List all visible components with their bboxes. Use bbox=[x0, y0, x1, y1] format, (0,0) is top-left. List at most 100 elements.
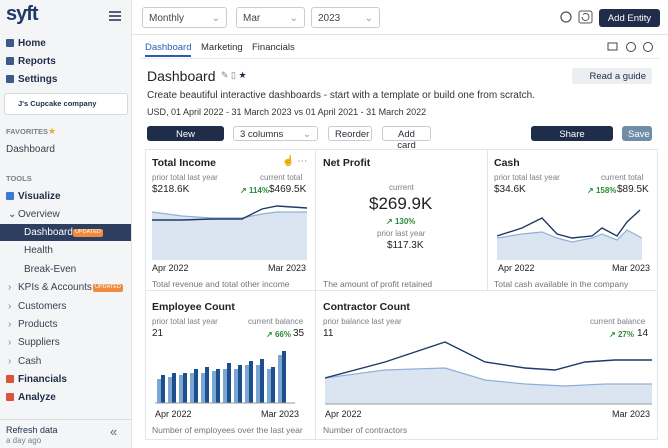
title-icons[interactable]: ✎ ▯ ★ bbox=[221, 70, 247, 80]
tree-item[interactable]: Cash bbox=[18, 356, 42, 367]
sidebar-footer bbox=[0, 419, 131, 448]
columns-select[interactable]: 3 columns ⌄ bbox=[233, 126, 318, 141]
change-text: 158% bbox=[595, 186, 617, 195]
value: 21 bbox=[152, 328, 164, 339]
tree-item-selected[interactable]: Dashboard bbox=[24, 227, 73, 238]
tree-item[interactable]: Health bbox=[24, 245, 53, 256]
select-text: 3 columns bbox=[240, 129, 284, 140]
nav-financials[interactable]: Financials bbox=[18, 374, 67, 385]
new-dashboard-button[interactable]: New dashboard bbox=[147, 126, 224, 151]
x-label: Mar 2023 bbox=[612, 409, 651, 419]
star-icon: ★ bbox=[48, 126, 57, 136]
card[interactable] bbox=[315, 290, 658, 440]
collapse-icon[interactable]: « bbox=[110, 424, 118, 439]
chevron: › bbox=[8, 356, 12, 367]
tree-item[interactable]: Break-Even bbox=[24, 264, 77, 275]
nav-home[interactable]: Home bbox=[18, 38, 46, 49]
tab-icons[interactable] bbox=[607, 41, 657, 53]
x-label: Mar 2023 bbox=[261, 409, 300, 419]
favorite-link[interactable]: Dashboard bbox=[6, 144, 55, 155]
company-name[interactable]: J's Cupcake company bbox=[18, 99, 97, 108]
value: $269.9K bbox=[369, 194, 433, 213]
nav-analyze[interactable]: Analyze bbox=[18, 392, 56, 403]
x-label: Apr 2022 bbox=[325, 409, 362, 419]
company-box[interactable] bbox=[4, 93, 128, 115]
card-footer: The amount of profit retained bbox=[323, 279, 433, 289]
card-menu[interactable]: ☝ ⋯ bbox=[282, 156, 308, 167]
select-text: 2023 bbox=[318, 13, 341, 24]
card-title: Cash bbox=[494, 157, 520, 169]
chevron: › bbox=[8, 282, 12, 293]
card-footer: Total cash available in the company bbox=[494, 279, 629, 289]
x-label: Apr 2022 bbox=[498, 263, 535, 273]
change: ↗ 114% bbox=[240, 186, 269, 195]
label: prior total last year bbox=[494, 173, 560, 182]
change-text: 130% bbox=[394, 217, 416, 226]
nav-visualize[interactable]: Visualize bbox=[18, 191, 61, 202]
sparkline bbox=[152, 205, 307, 260]
save-button[interactable]: Save bbox=[622, 126, 652, 141]
tree-item[interactable]: Customers bbox=[18, 301, 67, 312]
card-footer: Number of employees over the last year bbox=[152, 425, 303, 435]
reorder-button[interactable]: Reorder bbox=[328, 126, 372, 141]
add-entity-button[interactable]: Add Entity bbox=[599, 9, 660, 27]
tab-active[interactable]: Dashboard bbox=[145, 42, 192, 53]
toolbar-icons[interactable] bbox=[559, 10, 595, 24]
year-select[interactable]: 2023 ⌄ bbox=[311, 7, 380, 28]
x-label: Mar 2023 bbox=[612, 263, 651, 273]
tab[interactable]: Financials bbox=[252, 42, 295, 53]
value: $89.5K bbox=[617, 184, 649, 195]
add-card-button[interactable]: Add card bbox=[382, 126, 431, 151]
label: prior balance last year bbox=[323, 317, 402, 326]
menu-icon[interactable] bbox=[109, 11, 121, 21]
card-title: Total Income bbox=[152, 157, 216, 169]
logo[interactable]: syft bbox=[6, 3, 39, 25]
chevron: › bbox=[8, 301, 12, 312]
badge: UPDATED bbox=[73, 229, 103, 237]
sparkline bbox=[497, 209, 642, 260]
card-title: Employee Count bbox=[152, 301, 235, 313]
nav-reports[interactable]: Reports bbox=[18, 56, 56, 67]
change-text: 66% bbox=[274, 330, 291, 339]
icon bbox=[6, 75, 14, 83]
tree-item[interactable]: Suppliers bbox=[18, 337, 60, 348]
card-title: Net Profit bbox=[323, 157, 371, 169]
refresh-link[interactable]: Refresh data bbox=[6, 425, 58, 435]
tree-item[interactable]: Overview bbox=[18, 209, 60, 220]
change: ↗ 158% bbox=[587, 186, 617, 195]
tree-item[interactable]: KPIs & Accounts bbox=[18, 282, 92, 293]
change: ↗ 27% bbox=[609, 330, 634, 339]
tree-item[interactable]: Products bbox=[18, 319, 58, 330]
guide-button[interactable]: Read a guide bbox=[572, 68, 652, 84]
period-select[interactable]: Monthly ⌄ bbox=[142, 7, 227, 28]
top-bar bbox=[132, 0, 668, 35]
tab-underline bbox=[145, 55, 191, 57]
description: Create beautiful interactive dashboards … bbox=[147, 90, 535, 101]
x-label: Mar 2023 bbox=[268, 263, 307, 273]
change-text: 27% bbox=[617, 330, 634, 339]
chevron: › bbox=[8, 319, 12, 330]
chevron: › bbox=[8, 337, 12, 348]
label: prior total last year bbox=[152, 317, 218, 326]
tab-divider bbox=[140, 58, 660, 59]
date-range: USD, 01 April 2022 - 31 March 2023 vs 01… bbox=[147, 107, 427, 117]
select-text: Monthly bbox=[149, 13, 185, 24]
label: current total bbox=[260, 173, 303, 182]
share-button[interactable]: Share dashboard bbox=[531, 126, 613, 151]
value: $218.6K bbox=[152, 184, 190, 195]
nav-settings[interactable]: Settings bbox=[18, 74, 58, 85]
tab[interactable]: Marketing bbox=[201, 42, 243, 53]
badge: UPDATED bbox=[93, 284, 123, 292]
x-label: Apr 2022 bbox=[152, 263, 189, 273]
label: current balance bbox=[590, 317, 646, 326]
label: current balance bbox=[248, 317, 304, 326]
selected-row[interactable] bbox=[0, 224, 131, 241]
value: $117.3K bbox=[387, 240, 424, 251]
value: 11 bbox=[323, 328, 334, 339]
page-title: Dashboard bbox=[147, 68, 216, 84]
month-select[interactable]: Mar ⌄ bbox=[236, 7, 305, 28]
value: 14 bbox=[637, 328, 649, 339]
label: current total bbox=[601, 173, 644, 182]
tree-item[interactable]: ⌄ bbox=[8, 209, 17, 220]
sidebar: syft Home Reports Settings J's Cupcake c… bbox=[0, 0, 132, 448]
